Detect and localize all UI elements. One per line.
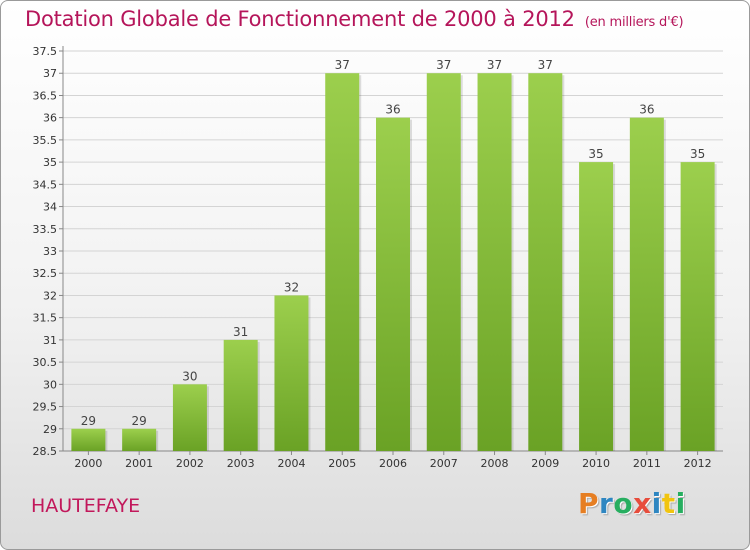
data-label: 37 <box>487 58 502 72</box>
data-label: 37 <box>335 58 350 72</box>
x-tick-label: 2006 <box>379 457 407 470</box>
y-tick-label: 31 <box>43 334 57 347</box>
data-label: 36 <box>639 103 654 117</box>
data-label: 30 <box>182 369 197 383</box>
logo-letter: i <box>651 487 662 520</box>
bar <box>71 428 106 451</box>
data-label: 36 <box>385 103 400 117</box>
data-label: 35 <box>588 147 603 161</box>
axes: 28.5 29 29.5 30 30.5 31 31.5 32 32.5 33 33.5 34 34.5… <box>33 45 723 470</box>
x-tick-label: 2010 <box>582 457 610 470</box>
bar <box>274 295 309 451</box>
data-label: 31 <box>233 325 248 339</box>
logo-letter: o <box>613 487 634 520</box>
data-label: 35 <box>690 147 705 161</box>
x-tick-label: 2011 <box>633 457 661 470</box>
chart-title: Dotation Globale de Fonctionnement de 20… <box>25 7 684 31</box>
x-tick-label: 2000 <box>74 457 102 470</box>
bar <box>629 117 664 452</box>
y-tick-label: 33 <box>43 245 57 258</box>
logo-letter: x <box>633 487 652 520</box>
y-tick-label: 34 <box>43 201 57 214</box>
bar <box>477 73 512 451</box>
x-tick-label: 2005 <box>328 457 356 470</box>
bar <box>376 117 410 452</box>
logo-letter: i <box>675 487 686 520</box>
y-tick-label: 35.5 <box>33 134 58 147</box>
y-tick-label: 35 <box>43 156 57 169</box>
logo-letter: r <box>599 487 614 520</box>
title-text: Dotation Globale de Fonctionnement de 20… <box>25 7 575 31</box>
data-label: 32 <box>284 280 299 294</box>
y-tick-label: 36.5 <box>33 89 58 102</box>
y-tick-label: 28.5 <box>33 445 58 458</box>
y-tick-label: 29.5 <box>33 401 58 414</box>
y-tick-label: 36 <box>43 112 57 125</box>
data-label: 37 <box>538 58 553 72</box>
x-tick-label: 2004 <box>277 457 305 470</box>
logo-letter: t <box>661 487 676 520</box>
x-tick-label: 2001 <box>125 457 153 470</box>
chart-subtitle: (en milliers d'€) <box>584 15 684 30</box>
bar <box>325 73 360 451</box>
x-tick-label: 2007 <box>430 457 458 470</box>
bar <box>172 384 207 451</box>
y-tick-label: 37 <box>43 67 57 80</box>
commune-name: HAUTEFAYE <box>31 495 141 517</box>
data-labels: 29 29 30 31 32 37 36 37 37 37 35 36 35 <box>81 58 706 428</box>
x-tick-label: 2002 <box>176 457 204 470</box>
y-tick-label: 32.5 <box>33 267 58 280</box>
y-tick-label: 33.5 <box>33 223 58 236</box>
x-tick-label: 2009 <box>531 457 559 470</box>
bar <box>426 73 461 451</box>
y-tick-label: 29 <box>43 423 57 436</box>
bar <box>528 73 563 451</box>
bar <box>122 428 157 451</box>
x-tick-label: 2008 <box>481 457 509 470</box>
y-tick-label: 37.5 <box>33 45 58 58</box>
data-label: 29 <box>132 414 147 428</box>
bar <box>680 162 715 451</box>
y-tick-label: 31.5 <box>33 312 58 325</box>
y-tick-label: 30 <box>43 378 57 391</box>
bar <box>579 162 614 451</box>
y-tick-label: 34.5 <box>33 178 58 191</box>
logo-letter: P <box>578 487 600 520</box>
y-tick-label: 30.5 <box>33 356 58 369</box>
x-tick-label: 2003 <box>227 457 255 470</box>
data-label: 37 <box>436 58 451 72</box>
data-label: 29 <box>81 414 96 428</box>
y-tick-label: 32 <box>43 289 57 302</box>
proxiti-logo[interactable]: Proxiti <box>578 487 686 520</box>
x-tick-label: 2012 <box>684 457 712 470</box>
bars <box>71 73 717 452</box>
bar <box>223 339 258 451</box>
